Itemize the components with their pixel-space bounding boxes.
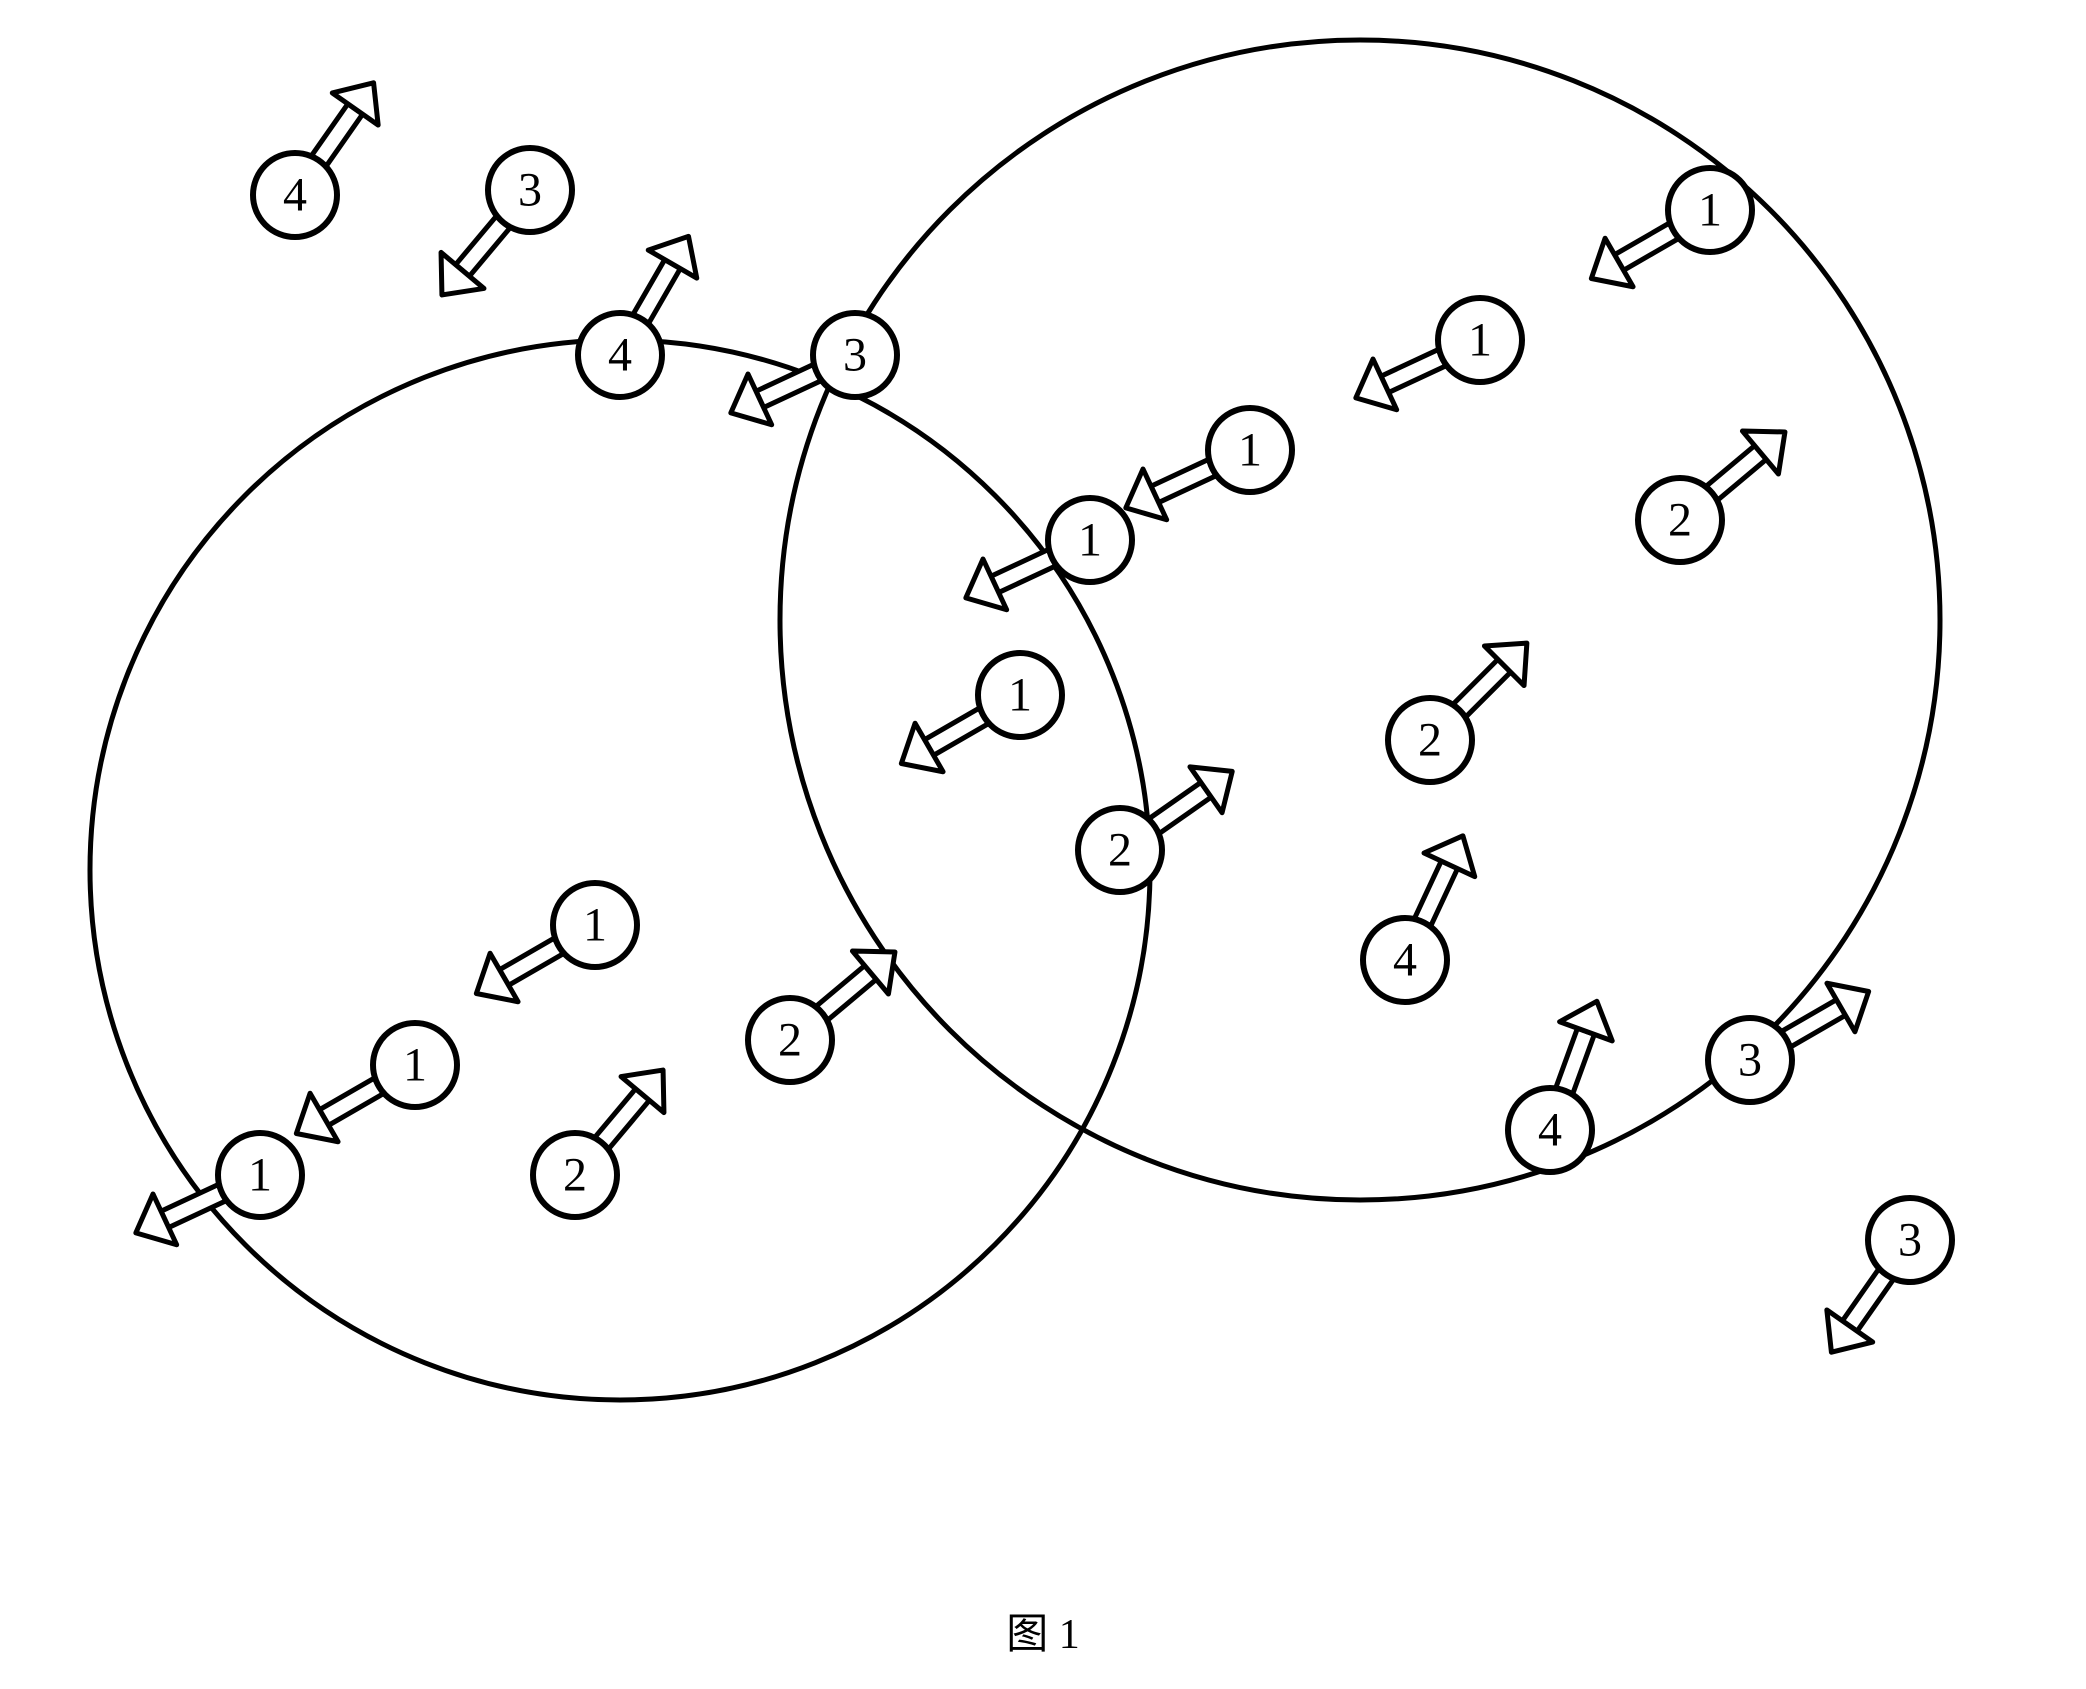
diagram-canvas: 4 3 4 3 1 1 1 1 2 1 2 2 4 1 2 1 2 1 4 3 3 图 1 xyxy=(0,0,2086,1689)
arrow-shaft-n3d xyxy=(1842,1269,1893,1331)
arrow-shaft-n2c xyxy=(1149,782,1211,833)
arrow-shaft-n1h xyxy=(161,1185,226,1228)
arrow-shaft-n3b xyxy=(756,365,821,408)
diagram-svg: 4 3 4 3 1 1 1 1 2 1 2 2 4 1 2 1 2 1 4 3 3 xyxy=(0,0,2086,1689)
arrow-shaft-n4a xyxy=(312,104,363,166)
arrow-shaft-n4c xyxy=(1415,861,1458,926)
node-label-n1c: 1 xyxy=(1238,424,1262,477)
arrow-shaft-n2e xyxy=(595,1089,649,1149)
figure-caption: 图 1 xyxy=(1006,1600,1080,1661)
large-circle-0 xyxy=(90,340,1150,1400)
node-label-n2e: 2 xyxy=(563,1149,587,1202)
node-label-n4c: 4 xyxy=(1393,934,1417,987)
arrow-shaft-n2a xyxy=(1706,446,1766,500)
node-label-n4b: 4 xyxy=(608,329,632,382)
arrow-shaft-n1e xyxy=(925,708,989,755)
node-label-n2c: 2 xyxy=(1108,824,1132,877)
arrow-shaft-n4b xyxy=(633,260,680,324)
arrow-shaft-n1a xyxy=(1615,223,1679,270)
arrow-shaft-n1c xyxy=(1151,460,1216,503)
node-label-n1e: 1 xyxy=(1008,669,1032,722)
node-label-n4d: 4 xyxy=(1538,1104,1562,1157)
arrow-shaft-n3a xyxy=(456,216,510,276)
arrow-shaft-n2d xyxy=(816,966,876,1020)
arrow-shaft-n1d xyxy=(991,550,1056,593)
arrow-shaft-n4d xyxy=(1556,1028,1594,1093)
node-label-n1f: 1 xyxy=(583,899,607,952)
node-label-n3a: 3 xyxy=(518,164,542,217)
node-label-n1a: 1 xyxy=(1698,184,1722,237)
arrow-shaft-n1g xyxy=(320,1078,384,1125)
arrow-shaft-n1f xyxy=(500,938,564,985)
node-label-n4a: 4 xyxy=(283,169,307,222)
node-label-n1h: 1 xyxy=(248,1149,272,1202)
node-label-n2a: 2 xyxy=(1668,494,1692,547)
node-label-n1b: 1 xyxy=(1468,314,1492,367)
node-label-n2b: 2 xyxy=(1418,714,1442,767)
arrow-shaft-n1b xyxy=(1381,350,1446,393)
node-label-n2d: 2 xyxy=(778,1014,802,1067)
node-label-n3b: 3 xyxy=(843,329,867,382)
node-label-n3d: 3 xyxy=(1898,1214,1922,1267)
node-label-n3c: 3 xyxy=(1738,1034,1762,1087)
node-label-n1d: 1 xyxy=(1078,514,1102,567)
node-label-n1g: 1 xyxy=(403,1039,427,1092)
arrow-shaft-n2b xyxy=(1453,659,1510,716)
